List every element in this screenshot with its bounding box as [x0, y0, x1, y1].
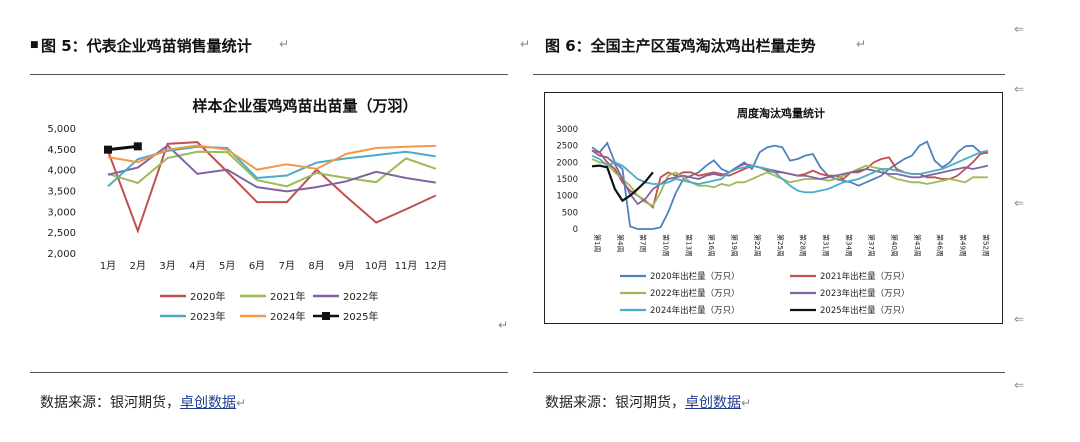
series-marker [133, 142, 142, 151]
left-chart: 样本企业蛋鸡鸡苗出苗量（万羽） 2,000 2,500 3,000 3,500 4,00… [47, 97, 447, 323]
x-tick-label: 3月 [159, 260, 175, 272]
left-top-rule [30, 74, 508, 75]
legend-marker [322, 312, 330, 320]
series-line-2 [107, 150, 437, 188]
right-caption: 图 6：全国主产区蛋鸡淘汰鸡出栏量走势 [545, 37, 816, 55]
x-tick-label: 第7周 [639, 234, 648, 252]
y-tick-label: 500 [562, 208, 578, 218]
x-tick-label: 第10周 [662, 234, 671, 257]
left-chart-title: 样本企业蛋鸡鸡苗出苗量（万羽） [192, 97, 417, 115]
left-source-prefix: 数据来源：银河期货， [40, 395, 180, 411]
series-line-6 [591, 164, 654, 203]
paragraph-mark-icon: ↵ [236, 396, 247, 410]
x-tick-label: 9月 [338, 260, 354, 272]
x-tick-label: 2月 [130, 260, 146, 272]
y-tick-label: 1000 [556, 192, 578, 202]
y-tick-label: 0 [573, 225, 578, 235]
series-line-1 [591, 140, 989, 230]
left-source-link[interactable]: 卓创数据 [180, 395, 236, 411]
series-line-5 [107, 144, 436, 171]
right-bottom-rule [533, 372, 1005, 373]
series-line-1 [107, 141, 437, 234]
legend-label: 2025年出栏量（万只） [820, 305, 910, 316]
right-source: 数据来源：银河期货，卓创数据↵ [545, 392, 751, 412]
x-tick-label: 第28周 [799, 234, 808, 257]
paragraph-mark-icon: ↵ [741, 396, 752, 410]
arrow-mark-icon: ⇐ [1014, 22, 1025, 36]
legend-label: 2022年出栏量（万只） [650, 288, 740, 299]
y-tick-label: 2500 [556, 142, 578, 152]
x-tick-label: 第19周 [730, 234, 739, 257]
series-line-4 [591, 149, 989, 206]
y-tick-label: 1500 [556, 175, 578, 185]
left-bottom-rule [30, 372, 508, 373]
left-arrow-mark-icon: ↵ [498, 318, 509, 332]
x-tick-label: 第34周 [844, 234, 853, 257]
legend-label: 2023年出栏量（万只） [820, 288, 910, 299]
x-tick-label: 第16周 [707, 234, 716, 257]
paragraph-mark-icon: ↵ [520, 37, 531, 51]
x-tick-label: 第22周 [753, 234, 762, 257]
legend-label: 2020年 [190, 290, 225, 303]
y-tick-label: 2000 [556, 158, 578, 168]
x-tick-label: 8月 [308, 260, 324, 272]
y-tick-label: 3000 [556, 125, 578, 135]
x-tick-label: 第31周 [821, 234, 830, 257]
arrow-mark-icon: ⇐ [1014, 82, 1025, 96]
x-tick-label: 7月 [279, 260, 295, 272]
paragraph-mark-icon: ↵ [279, 37, 290, 51]
y-tick-label: 3,500 [47, 187, 76, 198]
series-line-6 [107, 144, 138, 152]
x-tick-label: 第4周 [616, 234, 625, 252]
x-tick-label: 第52周 [981, 234, 990, 257]
x-tick-label: 第1周 [593, 234, 602, 252]
x-tick-label: 6月 [249, 260, 265, 272]
x-tick-label: 第49周 [959, 234, 968, 257]
left-source: 数据来源：银河期货，卓创数据↵ [40, 392, 246, 412]
legend-label: 2024年 [270, 310, 305, 323]
series-line-5 [591, 149, 989, 194]
right-source-prefix: 数据来源：银河期货， [545, 395, 685, 411]
right-chart-frame: 周度淘汰鸡量统计 0 500 1000 1500 2000 2500 3000 第1周 第4周… [544, 92, 1003, 324]
right-source-link[interactable]: 卓创数据 [685, 395, 741, 411]
x-tick-label: 5月 [219, 260, 235, 272]
y-tick-label: 2,000 [47, 249, 76, 260]
arrow-mark-icon: ⇐ [1014, 196, 1025, 210]
x-tick-label: 第13周 [684, 234, 693, 257]
legend-label: 2023年 [190, 310, 225, 323]
legend-label: 2020年出栏量（万只） [650, 271, 740, 282]
legend-label: 2021年 [270, 290, 305, 303]
y-tick-label: 2,500 [47, 228, 76, 239]
left-caption: 图 5：代表企业鸡苗销售量统计 [41, 37, 252, 55]
arrow-mark-icon: ⇐ [1014, 312, 1025, 326]
x-tick-label: 第25周 [776, 234, 785, 257]
right-top-rule [533, 74, 1005, 75]
x-tick-label: 4月 [189, 260, 205, 272]
legend-label: 2025年 [343, 310, 378, 323]
paragraph-mark-icon: ↵ [856, 37, 867, 51]
y-tick-label: 4,500 [47, 145, 76, 156]
legend-label: 2022年 [343, 290, 378, 303]
y-tick-label: 5,000 [47, 124, 76, 135]
y-tick-label: 4,000 [47, 166, 76, 177]
x-tick-label: 第46周 [936, 234, 945, 257]
x-tick-label: 第43周 [913, 234, 922, 257]
x-tick-label: 第40周 [890, 234, 899, 257]
right-chart-title: 周度淘汰鸡量统计 [737, 106, 825, 120]
right-chart: 周度淘汰鸡量统计 0 500 1000 1500 2000 2500 3000 第1周 第4周… [556, 106, 990, 316]
bullet-mark: ■ [30, 40, 39, 50]
x-tick-label: 1月 [100, 260, 116, 272]
arrow-mark-icon: ⇐ [1014, 378, 1025, 392]
x-tick-label: 10月 [365, 260, 388, 272]
series-line-3 [107, 144, 436, 193]
x-tick-label: 11月 [395, 260, 418, 272]
x-tick-label: 第37周 [867, 234, 876, 257]
series-line-3 [591, 158, 988, 207]
legend-label: 2021年出栏量（万只） [820, 271, 910, 282]
series-marker [104, 145, 112, 154]
y-tick-label: 3,000 [47, 207, 76, 218]
legend-label: 2024年出栏量（万只） [650, 305, 740, 316]
x-tick-label: 12月 [424, 260, 447, 272]
